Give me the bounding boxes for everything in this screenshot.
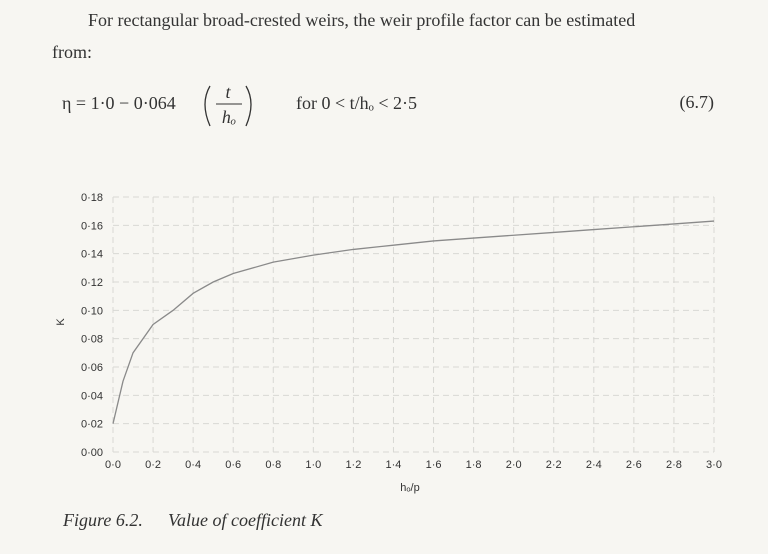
paragraph-line: For rectangular broad-crested weirs, the… xyxy=(88,10,635,30)
caption-label: Figure 6.2. xyxy=(62,510,143,530)
equation-lhs: η = 1·0 − 0·064 xyxy=(62,93,176,113)
x-tick-label: 2·6 xyxy=(626,459,642,471)
y-axis-label: K xyxy=(55,318,67,326)
x-tick-label: 1·6 xyxy=(426,459,442,471)
x-tick-label: 2·4 xyxy=(586,459,602,471)
x-tick-label: 2·8 xyxy=(666,459,682,471)
x-tick-label: 3·0 xyxy=(706,459,722,471)
y-tick-label: 0·06 xyxy=(81,362,103,374)
y-tick-label: 0·04 xyxy=(81,390,103,402)
y-tick-label: 0·08 xyxy=(81,334,103,346)
x-tick-label: 1·0 xyxy=(305,459,321,471)
y-tick-label: 0·12 xyxy=(81,277,103,289)
x-tick-label: 2·2 xyxy=(546,459,562,471)
x-tick-label: 1·2 xyxy=(345,459,361,471)
paren xyxy=(204,85,211,127)
equation-numerator: t xyxy=(225,82,231,102)
y-tick-label: 0·00 xyxy=(81,447,103,459)
x-tick-label: 1·8 xyxy=(466,459,482,471)
equation-denominator: hₒ xyxy=(222,107,236,127)
x-tick-label: 0·2 xyxy=(145,459,161,471)
x-tick-label: 0·0 xyxy=(105,459,121,471)
y-tick-label: 0·10 xyxy=(81,305,103,317)
x-tick-label: 0·8 xyxy=(265,459,281,471)
x-tick-label: 2·0 xyxy=(506,459,522,471)
x-tick-label: 1·4 xyxy=(386,459,402,471)
paren xyxy=(245,85,252,127)
y-tick-label: 0·02 xyxy=(81,419,103,431)
paragraph-line: from: xyxy=(52,42,92,62)
equation-condition: for 0 < t/hₒ < 2·5 xyxy=(296,93,417,113)
equation-number: (6.7) xyxy=(680,92,715,113)
y-tick-label: 0·18 xyxy=(81,192,103,204)
caption-text: Value of coefficient K xyxy=(168,510,323,530)
x-tick-label: 0·6 xyxy=(225,459,241,471)
y-tick-label: 0·14 xyxy=(81,249,103,261)
curve xyxy=(112,220,715,424)
x-tick-label: 0·4 xyxy=(185,459,201,471)
x-axis-label: hₒ/p xyxy=(400,482,419,494)
y-tick-label: 0·16 xyxy=(81,220,103,232)
